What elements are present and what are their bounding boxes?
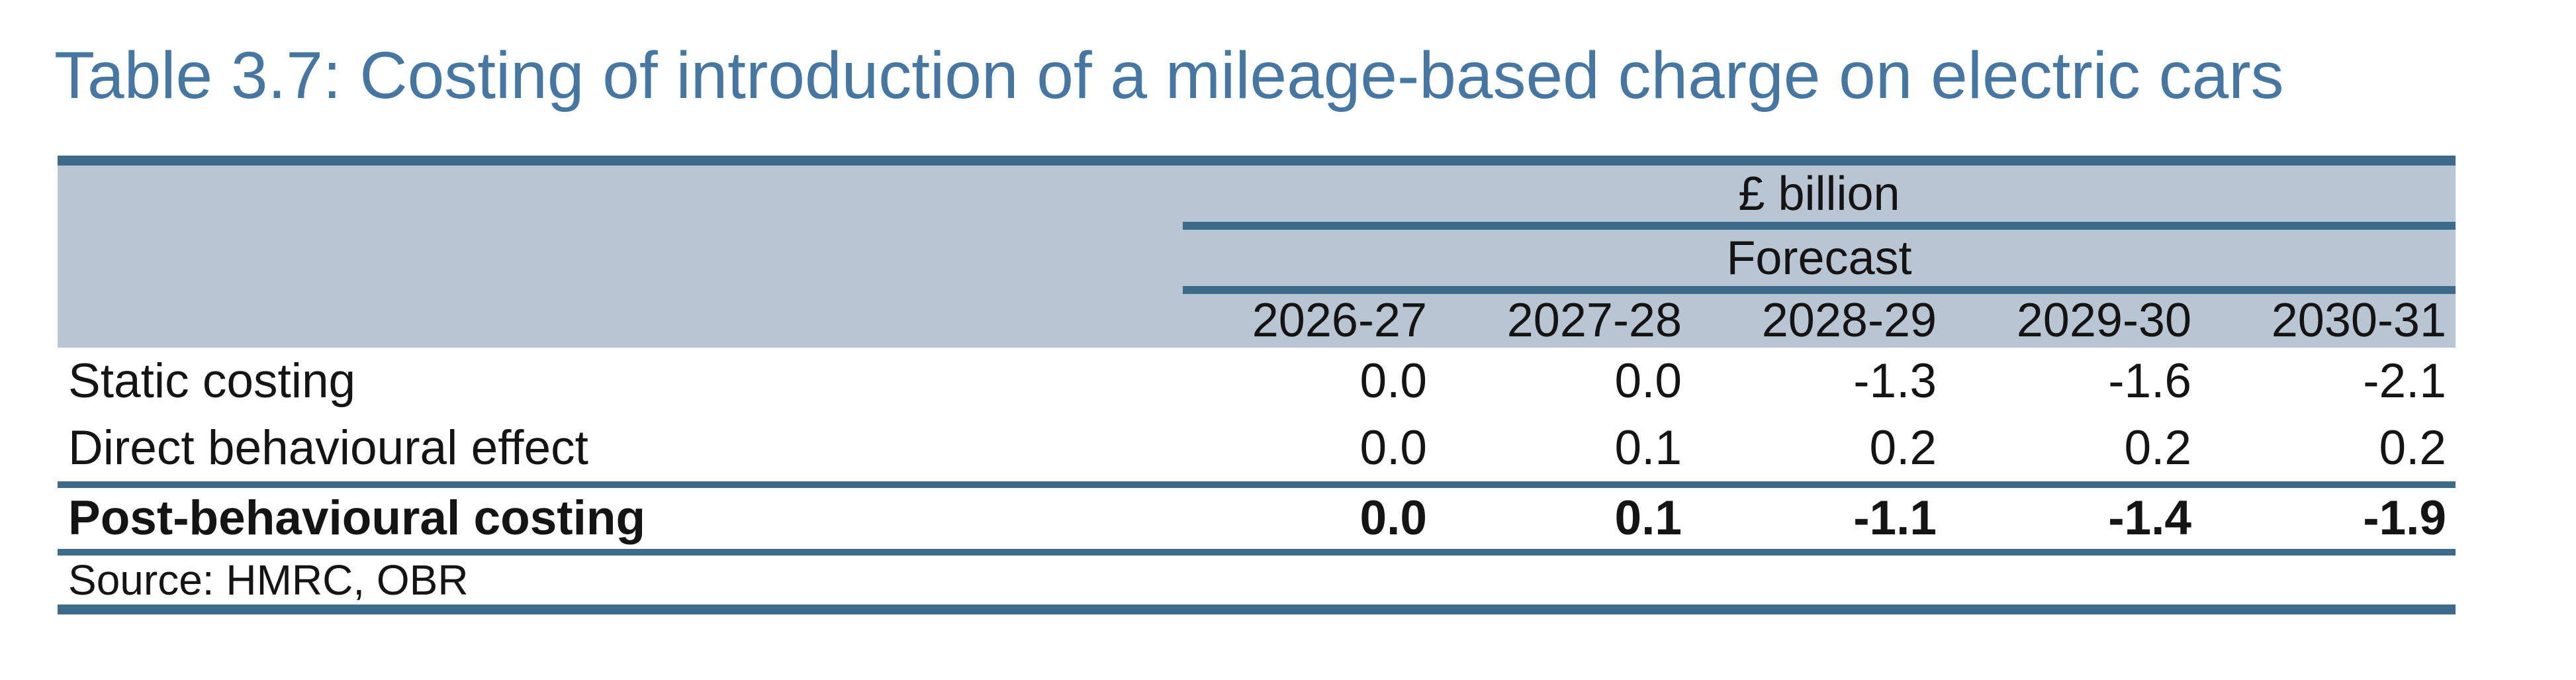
year-header-cell: 2027-28 [1506, 294, 1682, 347]
table-top-border [58, 156, 2456, 166]
value-cell: -1.3 [1853, 354, 1937, 408]
year-header-cell: 2029-30 [2016, 294, 2191, 347]
row-label: Post-behavioural costing [68, 491, 646, 545]
value-cell: -1.9 [2363, 491, 2446, 545]
table-row-direct-behavioural-effect: Direct behavioural effect 0.0 0.1 0.2 0.… [58, 414, 2456, 481]
year-header-cell: 2030-31 [2271, 294, 2446, 347]
value-cell: 0.2 [2124, 421, 2191, 475]
source-row-separator [58, 549, 2456, 556]
table-bottom-border [58, 605, 2456, 614]
forecast-header-label: Forecast [1726, 231, 1912, 285]
total-row-separator [58, 481, 2456, 488]
table-title: Table 3.7: Costing of introduction of a … [54, 38, 2284, 113]
year-header-row: 2026-27 2027-28 2028-29 2029-30 2030-31 [58, 294, 2456, 348]
unit-header-row: £ billion [58, 166, 2456, 230]
value-cell: -1.1 [1853, 491, 1937, 545]
forecast-header-cell: Forecast [1183, 230, 2456, 294]
year-header-cell: 2026-27 [1252, 294, 1427, 347]
unit-header-cell: £ billion [1183, 166, 2456, 230]
value-cell: -1.4 [2108, 491, 2191, 545]
source-note: Source: HMRC, OBR [58, 556, 2456, 605]
value-cell: 0.0 [1359, 421, 1427, 475]
table-header-band: £ billion Forecast 2026-27 2027-28 2028-… [58, 166, 2456, 348]
value-cell: 0.0 [1359, 491, 1427, 545]
value-cell: -2.1 [2363, 354, 2446, 408]
value-cell: 0.1 [1614, 421, 1682, 475]
row-label: Static costing [68, 354, 356, 408]
value-cell: 0.2 [2379, 421, 2446, 475]
table-row-post-behavioural-costing: Post-behavioural costing 0.0 0.1 -1.1 -1… [58, 488, 2456, 549]
year-header-spacer [58, 294, 1181, 348]
unit-header-label: £ billion [1738, 167, 1900, 220]
value-cell: 0.0 [1614, 354, 1682, 408]
row-label: Direct behavioural effect [68, 421, 588, 475]
forecast-header-row: Forecast [58, 230, 2456, 294]
value-cell: 0.2 [1869, 421, 1937, 475]
costing-table: £ billion Forecast 2026-27 2027-28 2028-… [58, 156, 2456, 614]
value-cell: 0.0 [1359, 354, 1427, 408]
value-cell: 0.1 [1614, 491, 1682, 545]
value-cell: -1.6 [2108, 354, 2191, 408]
table-row-static-costing: Static costing 0.0 0.0 -1.3 -1.6 -2.1 [58, 348, 2456, 414]
year-header-cell: 2028-29 [1761, 294, 1937, 347]
